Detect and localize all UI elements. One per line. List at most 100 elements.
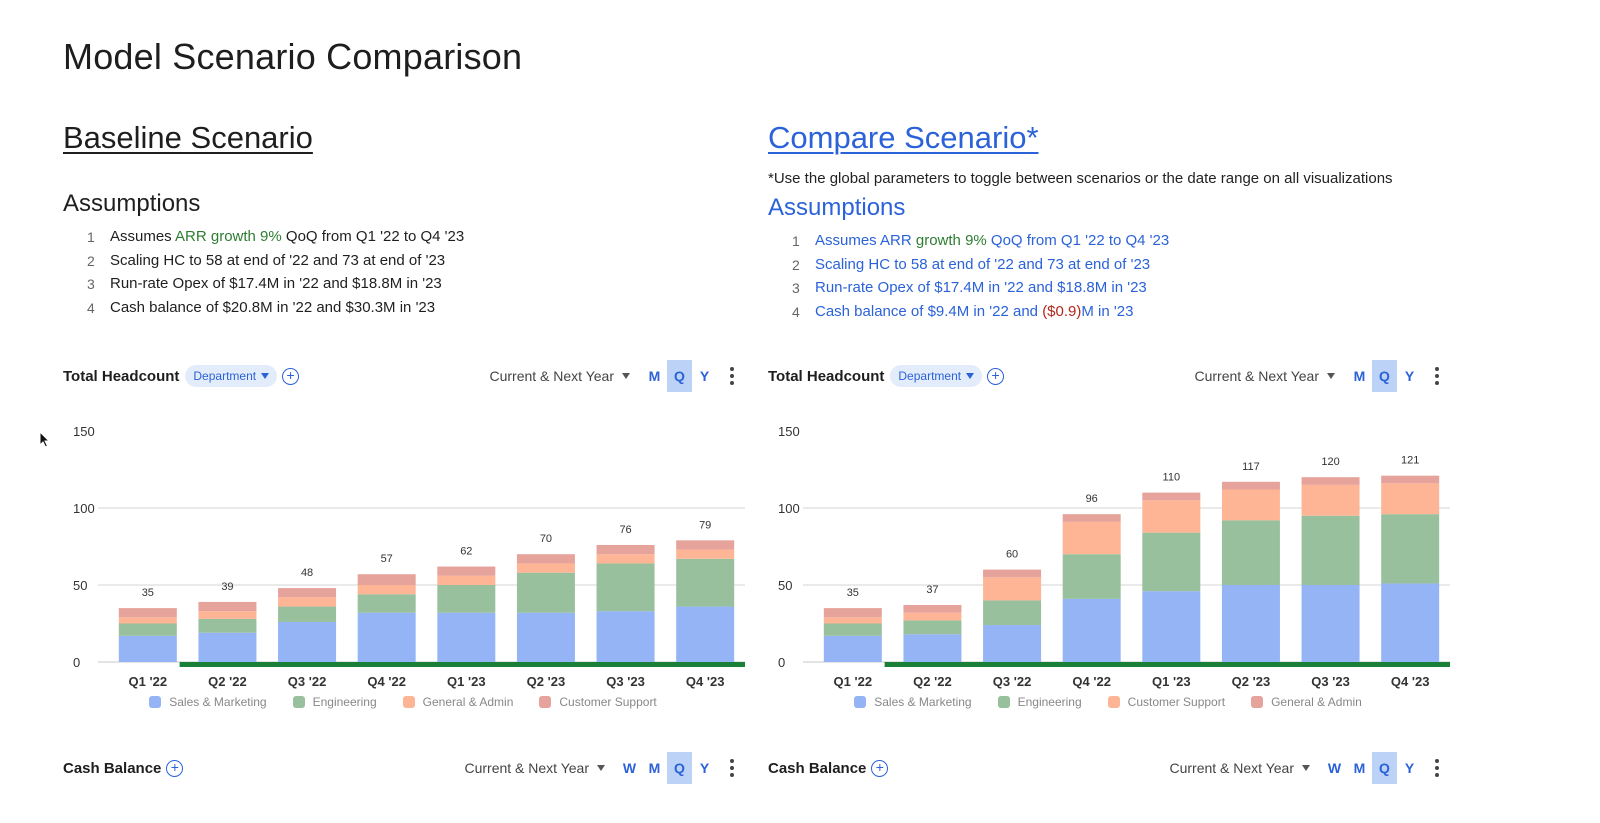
legend-item[interactable]: Customer Support: [539, 695, 657, 709]
compare-scenario-link[interactable]: Compare Scenario*: [768, 120, 1039, 155]
legend-swatch-icon: [539, 696, 552, 708]
department-dropdown[interactable]: Department: [185, 365, 278, 387]
more-options-icon[interactable]: [1426, 759, 1448, 777]
svg-text:96: 96: [1086, 493, 1098, 505]
widget-title: Total Headcount: [63, 367, 180, 385]
period-y-button[interactable]: Y: [699, 368, 710, 384]
bar-segment: [1301, 484, 1360, 516]
headcount-chart-baseline: 0 50 100 150 35 Q1 '22 39 Q2 '22 48 Q3 '22 57 Q4 '2…: [73, 424, 745, 689]
more-options-icon[interactable]: [721, 367, 743, 385]
bar-segment: [437, 575, 496, 585]
legend-swatch-icon: [1251, 696, 1264, 708]
svg-text:Q1 '23: Q1 '23: [447, 674, 486, 689]
bar-segment: [516, 612, 575, 662]
svg-text:150: 150: [778, 424, 800, 439]
caret-down-icon: [622, 373, 630, 379]
assumption-item: 2 Scaling HC to 58 at end of '22 and 73 a…: [87, 251, 446, 269]
period-w-button[interactable]: W: [1327, 760, 1342, 776]
bar-segment: [1221, 481, 1280, 490]
bar-segment: [118, 608, 177, 618]
svg-text:Q1 '22: Q1 '22: [834, 674, 873, 689]
bar-segment: [983, 625, 1042, 662]
date-range-dropdown[interactable]: Current & Next Year: [1194, 368, 1335, 384]
legend-swatch-icon: [1107, 696, 1120, 708]
bar-segment: [198, 601, 257, 612]
chart-legend: Sales & Marketing Engineering Customer Sup…: [768, 695, 1448, 709]
bar-segment: [278, 588, 337, 598]
svg-text:48: 48: [301, 567, 313, 579]
bar-segment: [516, 563, 575, 573]
add-circle-icon[interactable]: +: [166, 759, 184, 777]
period-q-button[interactable]: Q: [1372, 752, 1397, 784]
bar-segment: [983, 569, 1042, 578]
legend-item[interactable]: Sales & Marketing: [854, 695, 972, 709]
svg-text:110: 110: [1163, 472, 1181, 484]
assumption-item: 3 Run-rate Opex of $17.4M in '22 and $18.…: [87, 275, 442, 292]
period-q-button[interactable]: Q: [1372, 360, 1397, 392]
legend-item[interactable]: Engineering: [997, 695, 1082, 709]
legend-item[interactable]: Customer Support: [1107, 695, 1225, 709]
svg-text:Q3 '22: Q3 '22: [288, 674, 327, 689]
add-circle-icon[interactable]: +: [282, 367, 300, 385]
bar-segment: [1062, 554, 1121, 599]
legend-swatch-icon: [402, 696, 415, 708]
widget-header: Cash Balance + Current & Next Year W M Q…: [63, 751, 743, 785]
svg-text:Q2 '22: Q2 '22: [208, 674, 247, 689]
bar-segment: [198, 632, 257, 662]
svg-text:Q1 '22: Q1 '22: [129, 674, 168, 689]
department-dropdown[interactable]: Department: [890, 365, 983, 387]
assumption-item: 1 Assumes ARR growth 9% QoQ from Q1 '22 t…: [792, 232, 1170, 249]
baseline-assumptions-heading: Assumptions: [63, 190, 201, 217]
headcount-chart-compare: 0 50 100 150 35 Q1 '22 37 Q2 '22 60 Q3 '22 96 Q4 '2…: [778, 424, 1450, 689]
period-w-button[interactable]: W: [622, 760, 637, 776]
legend-item[interactable]: Sales & Marketing: [149, 695, 267, 709]
svg-text:50: 50: [778, 578, 792, 593]
bar-segment: [676, 540, 735, 550]
bar-segment: [596, 563, 655, 612]
date-range-dropdown[interactable]: Current & Next Year: [464, 760, 605, 776]
period-y-button[interactable]: Y: [1404, 368, 1415, 384]
bar-segment: [437, 566, 496, 576]
bar-segment: [198, 611, 257, 619]
date-range-dropdown[interactable]: Current & Next Year: [1169, 760, 1310, 776]
svg-text:35: 35: [142, 587, 154, 599]
add-circle-icon[interactable]: +: [871, 759, 889, 777]
more-options-icon[interactable]: [721, 759, 743, 777]
legend-swatch-icon: [854, 696, 867, 708]
period-m-button[interactable]: M: [1353, 760, 1366, 776]
widget-title: Total Headcount: [768, 367, 885, 385]
date-range-dropdown[interactable]: Current & Next Year: [489, 368, 630, 384]
more-options-icon[interactable]: [1426, 367, 1448, 385]
svg-text:Q4 '23: Q4 '23: [686, 674, 725, 689]
svg-text:76: 76: [619, 524, 631, 536]
period-q-button[interactable]: Q: [667, 752, 692, 784]
legend-item[interactable]: General & Admin: [1251, 695, 1362, 709]
mouse-cursor-icon: [39, 431, 51, 448]
legend-item[interactable]: General & Admin: [402, 695, 513, 709]
bar-segment: [1221, 520, 1280, 585]
period-m-button[interactable]: M: [648, 760, 661, 776]
period-q-button[interactable]: Q: [667, 360, 692, 392]
bar-segment: [596, 611, 655, 662]
svg-text:57: 57: [381, 553, 393, 565]
widget-title: Cash Balance: [63, 759, 162, 777]
add-circle-icon[interactable]: +: [987, 367, 1005, 385]
arr-growth-highlight: ARR growth 9%: [175, 228, 282, 245]
bar-segment: [437, 612, 496, 662]
bar-segment: [676, 549, 735, 559]
period-y-button[interactable]: Y: [1404, 760, 1415, 776]
bar-segment: [903, 634, 962, 662]
bar-segment: [903, 620, 962, 635]
period-y-button[interactable]: Y: [699, 760, 710, 776]
bar-segment: [1301, 477, 1360, 485]
caret-down-icon: [261, 373, 270, 379]
baseline-scenario-link[interactable]: Baseline Scenario: [63, 120, 313, 155]
period-m-button[interactable]: M: [1353, 368, 1366, 384]
bar-segment: [983, 577, 1042, 601]
bar-segment: [823, 617, 882, 624]
legend-item[interactable]: Engineering: [292, 695, 377, 709]
svg-text:Q2 '22: Q2 '22: [913, 674, 952, 689]
bar-segment: [1381, 514, 1440, 584]
svg-text:62: 62: [460, 546, 472, 558]
period-m-button[interactable]: M: [648, 368, 661, 384]
